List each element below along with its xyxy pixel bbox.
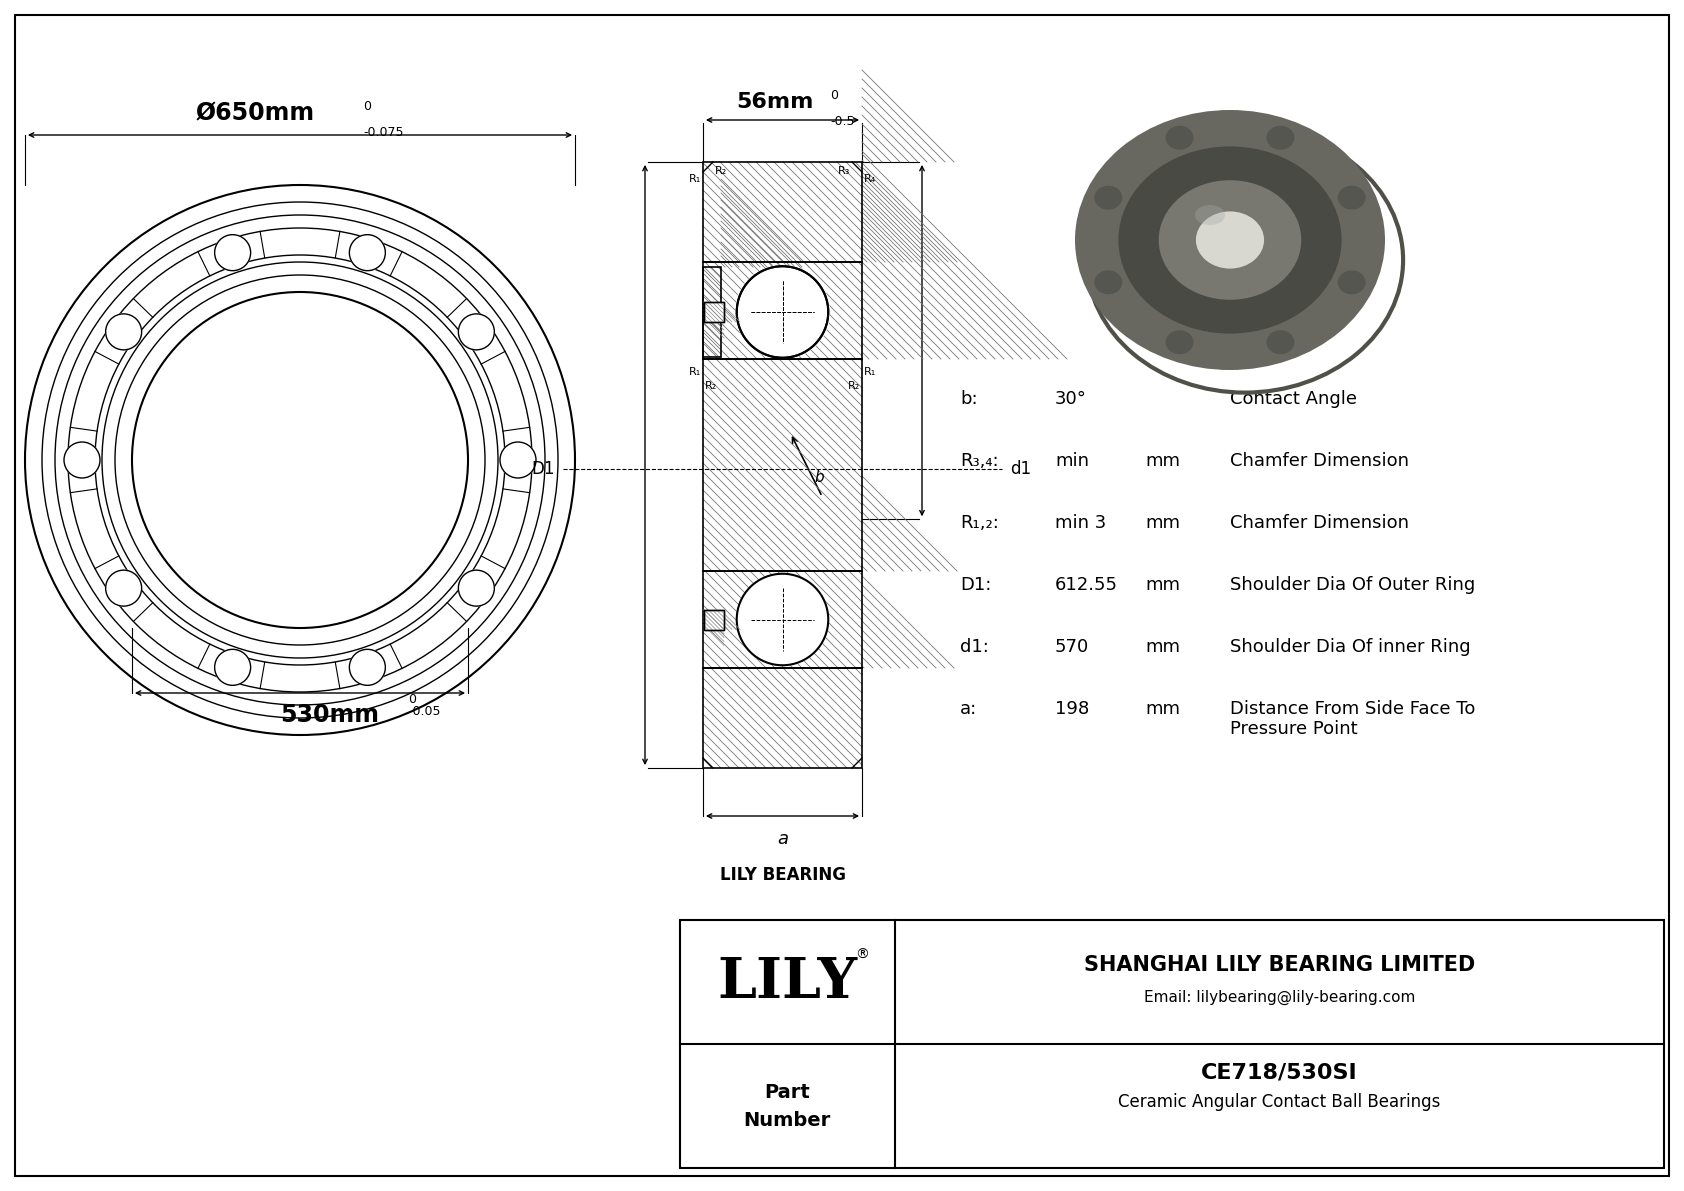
Bar	[704, 303, 724, 322]
Text: CE718/530SI: CE718/530SI	[1201, 1062, 1357, 1081]
Text: R₂: R₂	[716, 166, 727, 176]
Ellipse shape	[1266, 330, 1295, 354]
Bar	[702, 570, 862, 668]
Circle shape	[64, 442, 99, 478]
Bar	[702, 570, 862, 668]
Ellipse shape	[1159, 180, 1302, 300]
Ellipse shape	[1165, 330, 1194, 354]
Text: Chamfer Dimension: Chamfer Dimension	[1229, 515, 1410, 532]
Text: 0: 0	[830, 89, 839, 102]
Text: R₃,₄:: R₃,₄:	[960, 453, 999, 470]
Ellipse shape	[1095, 186, 1122, 210]
Bar	[702, 267, 721, 357]
Text: Pressure Point: Pressure Point	[1229, 721, 1357, 738]
Text: 56mm: 56mm	[736, 92, 813, 112]
Text: 30°: 30°	[1054, 389, 1086, 409]
Text: d1: d1	[1010, 460, 1031, 479]
Text: -0.075: -0.075	[364, 126, 404, 139]
Bar	[702, 358, 862, 570]
Text: Contact Angle: Contact Angle	[1229, 389, 1357, 409]
Text: R₁,₂:: R₁,₂:	[960, 515, 999, 532]
Text: b: b	[815, 470, 823, 485]
Circle shape	[214, 235, 251, 270]
Text: R₁: R₁	[689, 174, 701, 183]
Ellipse shape	[1196, 205, 1224, 225]
Bar	[702, 162, 862, 262]
Text: a:: a:	[960, 700, 977, 718]
Text: Ceramic Angular Contact Ball Bearings: Ceramic Angular Contact Ball Bearings	[1118, 1093, 1442, 1111]
Circle shape	[458, 570, 495, 606]
Text: D1: D1	[532, 460, 556, 479]
Text: Shoulder Dia Of inner Ring: Shoulder Dia Of inner Ring	[1229, 638, 1470, 656]
Text: R₁: R₁	[864, 367, 876, 378]
Bar	[680, 919, 1664, 1168]
Bar	[702, 262, 862, 358]
Ellipse shape	[1165, 126, 1194, 150]
Bar	[704, 610, 724, 630]
Bar	[702, 262, 862, 358]
Circle shape	[25, 185, 574, 735]
Ellipse shape	[1074, 110, 1384, 370]
Circle shape	[106, 314, 141, 350]
Bar	[702, 358, 862, 570]
Text: mm: mm	[1145, 453, 1180, 470]
Text: 530mm: 530mm	[281, 703, 379, 727]
Ellipse shape	[1337, 270, 1366, 294]
Text: SHANGHAI LILY BEARING LIMITED: SHANGHAI LILY BEARING LIMITED	[1084, 955, 1475, 975]
Text: d1:: d1:	[960, 638, 989, 656]
Text: D1:: D1:	[960, 576, 992, 594]
Circle shape	[736, 574, 829, 666]
Text: LILY BEARING: LILY BEARING	[719, 866, 845, 884]
Text: mm: mm	[1145, 576, 1180, 594]
Text: Ø650mm: Ø650mm	[195, 101, 315, 125]
Text: min: min	[1054, 453, 1090, 470]
Bar	[704, 303, 724, 322]
Text: b:: b:	[960, 389, 978, 409]
Text: LILY: LILY	[717, 954, 857, 1010]
Circle shape	[736, 266, 829, 358]
Text: Part
Number: Part Number	[743, 1083, 830, 1129]
Text: Email: lilybearing@lily-bearing.com: Email: lilybearing@lily-bearing.com	[1143, 990, 1415, 1005]
Circle shape	[349, 649, 386, 685]
Text: 0: 0	[408, 693, 416, 706]
Circle shape	[106, 570, 141, 606]
Text: -0.5: -0.5	[830, 116, 855, 127]
Bar	[702, 668, 862, 768]
Ellipse shape	[1196, 211, 1265, 269]
Text: a: a	[776, 830, 788, 848]
Text: R₂: R₂	[847, 381, 861, 391]
Bar	[704, 610, 724, 630]
Text: Distance From Side Face To: Distance From Side Face To	[1229, 700, 1475, 718]
Ellipse shape	[1337, 186, 1366, 210]
Text: 612.55: 612.55	[1054, 576, 1118, 594]
Text: R₂: R₂	[706, 381, 717, 391]
Text: mm: mm	[1145, 515, 1180, 532]
Text: -0.05: -0.05	[408, 705, 441, 718]
Circle shape	[736, 267, 829, 357]
Circle shape	[500, 442, 536, 478]
Text: 198: 198	[1054, 700, 1090, 718]
Text: ®: ®	[855, 948, 869, 962]
Bar	[702, 162, 862, 262]
Circle shape	[458, 314, 495, 350]
Text: mm: mm	[1145, 638, 1180, 656]
Ellipse shape	[1266, 126, 1295, 150]
Text: R₁: R₁	[689, 367, 701, 378]
Text: R₄: R₄	[864, 174, 876, 183]
Text: 0: 0	[364, 100, 370, 113]
Text: 570: 570	[1054, 638, 1090, 656]
Text: min 3: min 3	[1054, 515, 1106, 532]
Text: Shoulder Dia Of Outer Ring: Shoulder Dia Of Outer Ring	[1229, 576, 1475, 594]
Bar	[702, 267, 721, 357]
Ellipse shape	[1095, 270, 1122, 294]
Bar	[702, 668, 862, 768]
Text: Chamfer Dimension: Chamfer Dimension	[1229, 453, 1410, 470]
Text: R₃: R₃	[837, 166, 850, 176]
Circle shape	[349, 235, 386, 270]
Circle shape	[214, 649, 251, 685]
Text: mm: mm	[1145, 700, 1180, 718]
Ellipse shape	[1118, 146, 1342, 333]
